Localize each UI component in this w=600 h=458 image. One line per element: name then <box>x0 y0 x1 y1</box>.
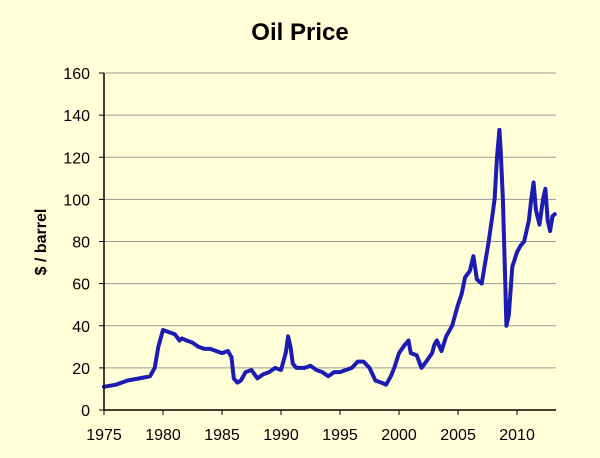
x-tick-label: 1995 <box>322 427 358 444</box>
y-tick-label: 120 <box>63 150 90 167</box>
chart-title: Oil Price <box>251 19 348 46</box>
series-group <box>102 127 557 389</box>
x-tick-label: 2005 <box>440 427 476 444</box>
x-tick-label: 1990 <box>263 427 299 444</box>
y-tick-label: 60 <box>72 277 90 294</box>
x-tick-label: 2010 <box>499 427 535 444</box>
y-tick-label: 160 <box>63 66 90 83</box>
x-tick-label: 2000 <box>381 427 417 444</box>
y-tick-label: 40 <box>72 319 90 336</box>
y-axis-ticks: 0 20 40 60 80 100 120 140 160 <box>63 66 104 420</box>
x-tick-label: 1975 <box>86 427 122 444</box>
y-tick-label: 100 <box>63 192 90 209</box>
x-axis-ticks: 1975 1980 1985 1990 1995 2000 2005 2010 <box>86 410 535 444</box>
y-tick-label: 80 <box>72 235 90 252</box>
y-tick-label: 140 <box>63 108 90 125</box>
y-axis-label: $ / barrel <box>33 209 50 276</box>
x-tick-label: 1980 <box>145 427 181 444</box>
oil-price-line <box>102 127 557 389</box>
y-tick-label: 0 <box>81 403 90 420</box>
axes <box>103 73 556 411</box>
y-tick-label: 20 <box>72 361 90 378</box>
grid-lines <box>104 72 556 369</box>
x-tick-label: 1985 <box>204 427 240 444</box>
